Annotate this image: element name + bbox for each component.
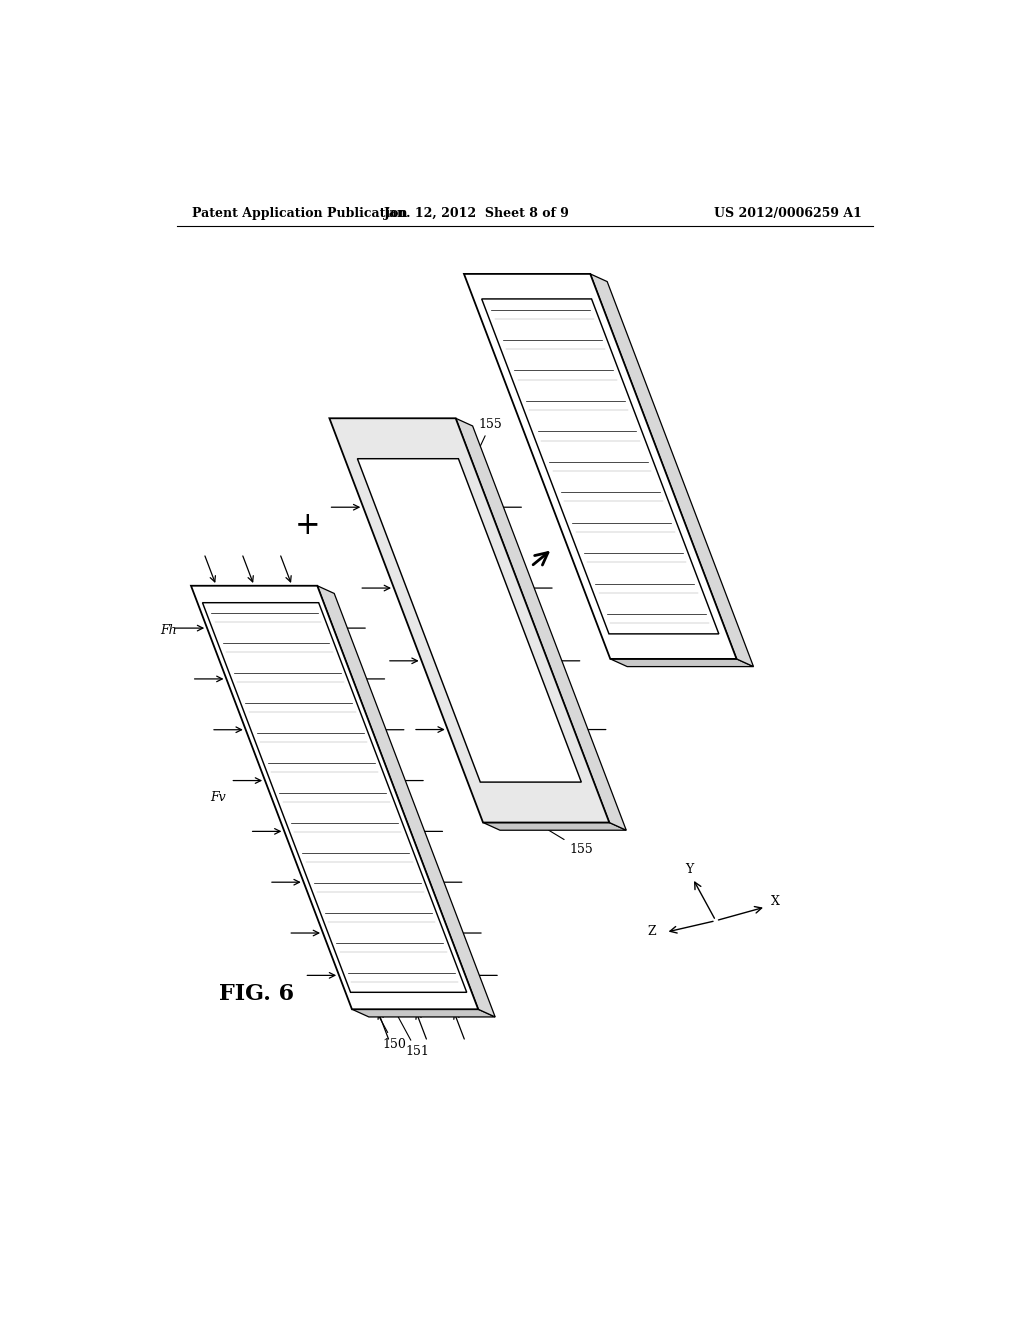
Text: 150: 150 [597,535,641,554]
Text: 155: 155 [549,830,593,857]
Text: X: X [771,895,780,908]
Polygon shape [191,586,478,1010]
Text: 155: 155 [466,417,503,477]
Text: Z: Z [647,924,655,937]
Polygon shape [352,1010,496,1016]
Polygon shape [590,275,754,667]
Polygon shape [464,275,736,659]
Polygon shape [317,586,496,1016]
Polygon shape [330,418,609,822]
Polygon shape [610,659,754,667]
Polygon shape [357,459,582,781]
Text: Y: Y [685,863,693,876]
Text: FIG. 6: FIG. 6 [219,983,294,1005]
Text: Patent Application Publication: Patent Application Publication [193,207,408,220]
Polygon shape [483,822,627,830]
Polygon shape [456,418,627,830]
Text: Jan. 12, 2012  Sheet 8 of 9: Jan. 12, 2012 Sheet 8 of 9 [384,207,570,220]
Text: US 2012/0006259 A1: US 2012/0006259 A1 [714,207,862,220]
Text: Fh: Fh [161,623,177,636]
Text: 150: 150 [379,1015,406,1051]
Text: 151: 151 [599,483,647,496]
Text: +: + [295,510,321,541]
Text: 151: 151 [397,1015,429,1059]
Text: Fv: Fv [210,791,225,804]
